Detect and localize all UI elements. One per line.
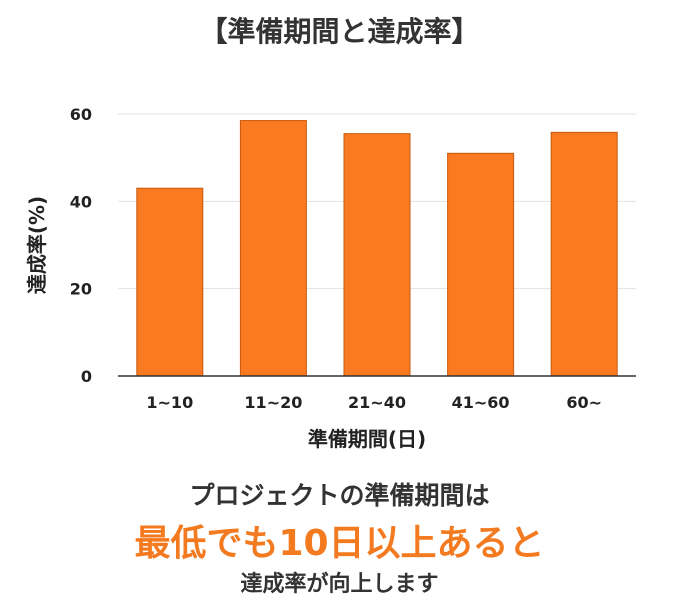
x-tick-labels: 1~10 11~20 21~40 41~60 60~ [146,393,602,412]
chart-title: 【準備期間と達成率】 [199,15,480,48]
bars [136,120,618,377]
y-tick-label: 20 [70,280,92,299]
bar-4 [447,152,515,377]
x-tick-label: 41~60 [452,393,510,412]
bar-chart: 0 20 40 60 1~10 11~20 21~40 41~60 60~ 達成率(%) 準備… [25,105,636,451]
x-tick-label: 1~10 [146,393,193,412]
x-tick-label: 21~40 [348,393,406,412]
y-tick-labels: 0 20 40 60 [70,105,92,386]
caption-line-1: プロジェクトの準備期間は [189,481,490,510]
caption-highlight: 最低でも10日以上あると [134,523,545,564]
y-tick-label: 40 [70,192,92,211]
bar-2 [239,120,307,377]
x-tick-label: 60~ [566,393,602,412]
caption-line-3: 達成率が向上します [240,572,439,597]
y-tick-label: 0 [81,367,92,386]
x-tick-label: 11~20 [244,393,302,412]
x-axis-label: 準備期間(日) [308,427,426,451]
bar-1 [136,187,204,377]
bar-5 [550,131,618,377]
bar-3 [343,133,411,377]
y-tick-label: 60 [70,105,92,124]
y-axis-label: 達成率(%) [25,196,49,294]
